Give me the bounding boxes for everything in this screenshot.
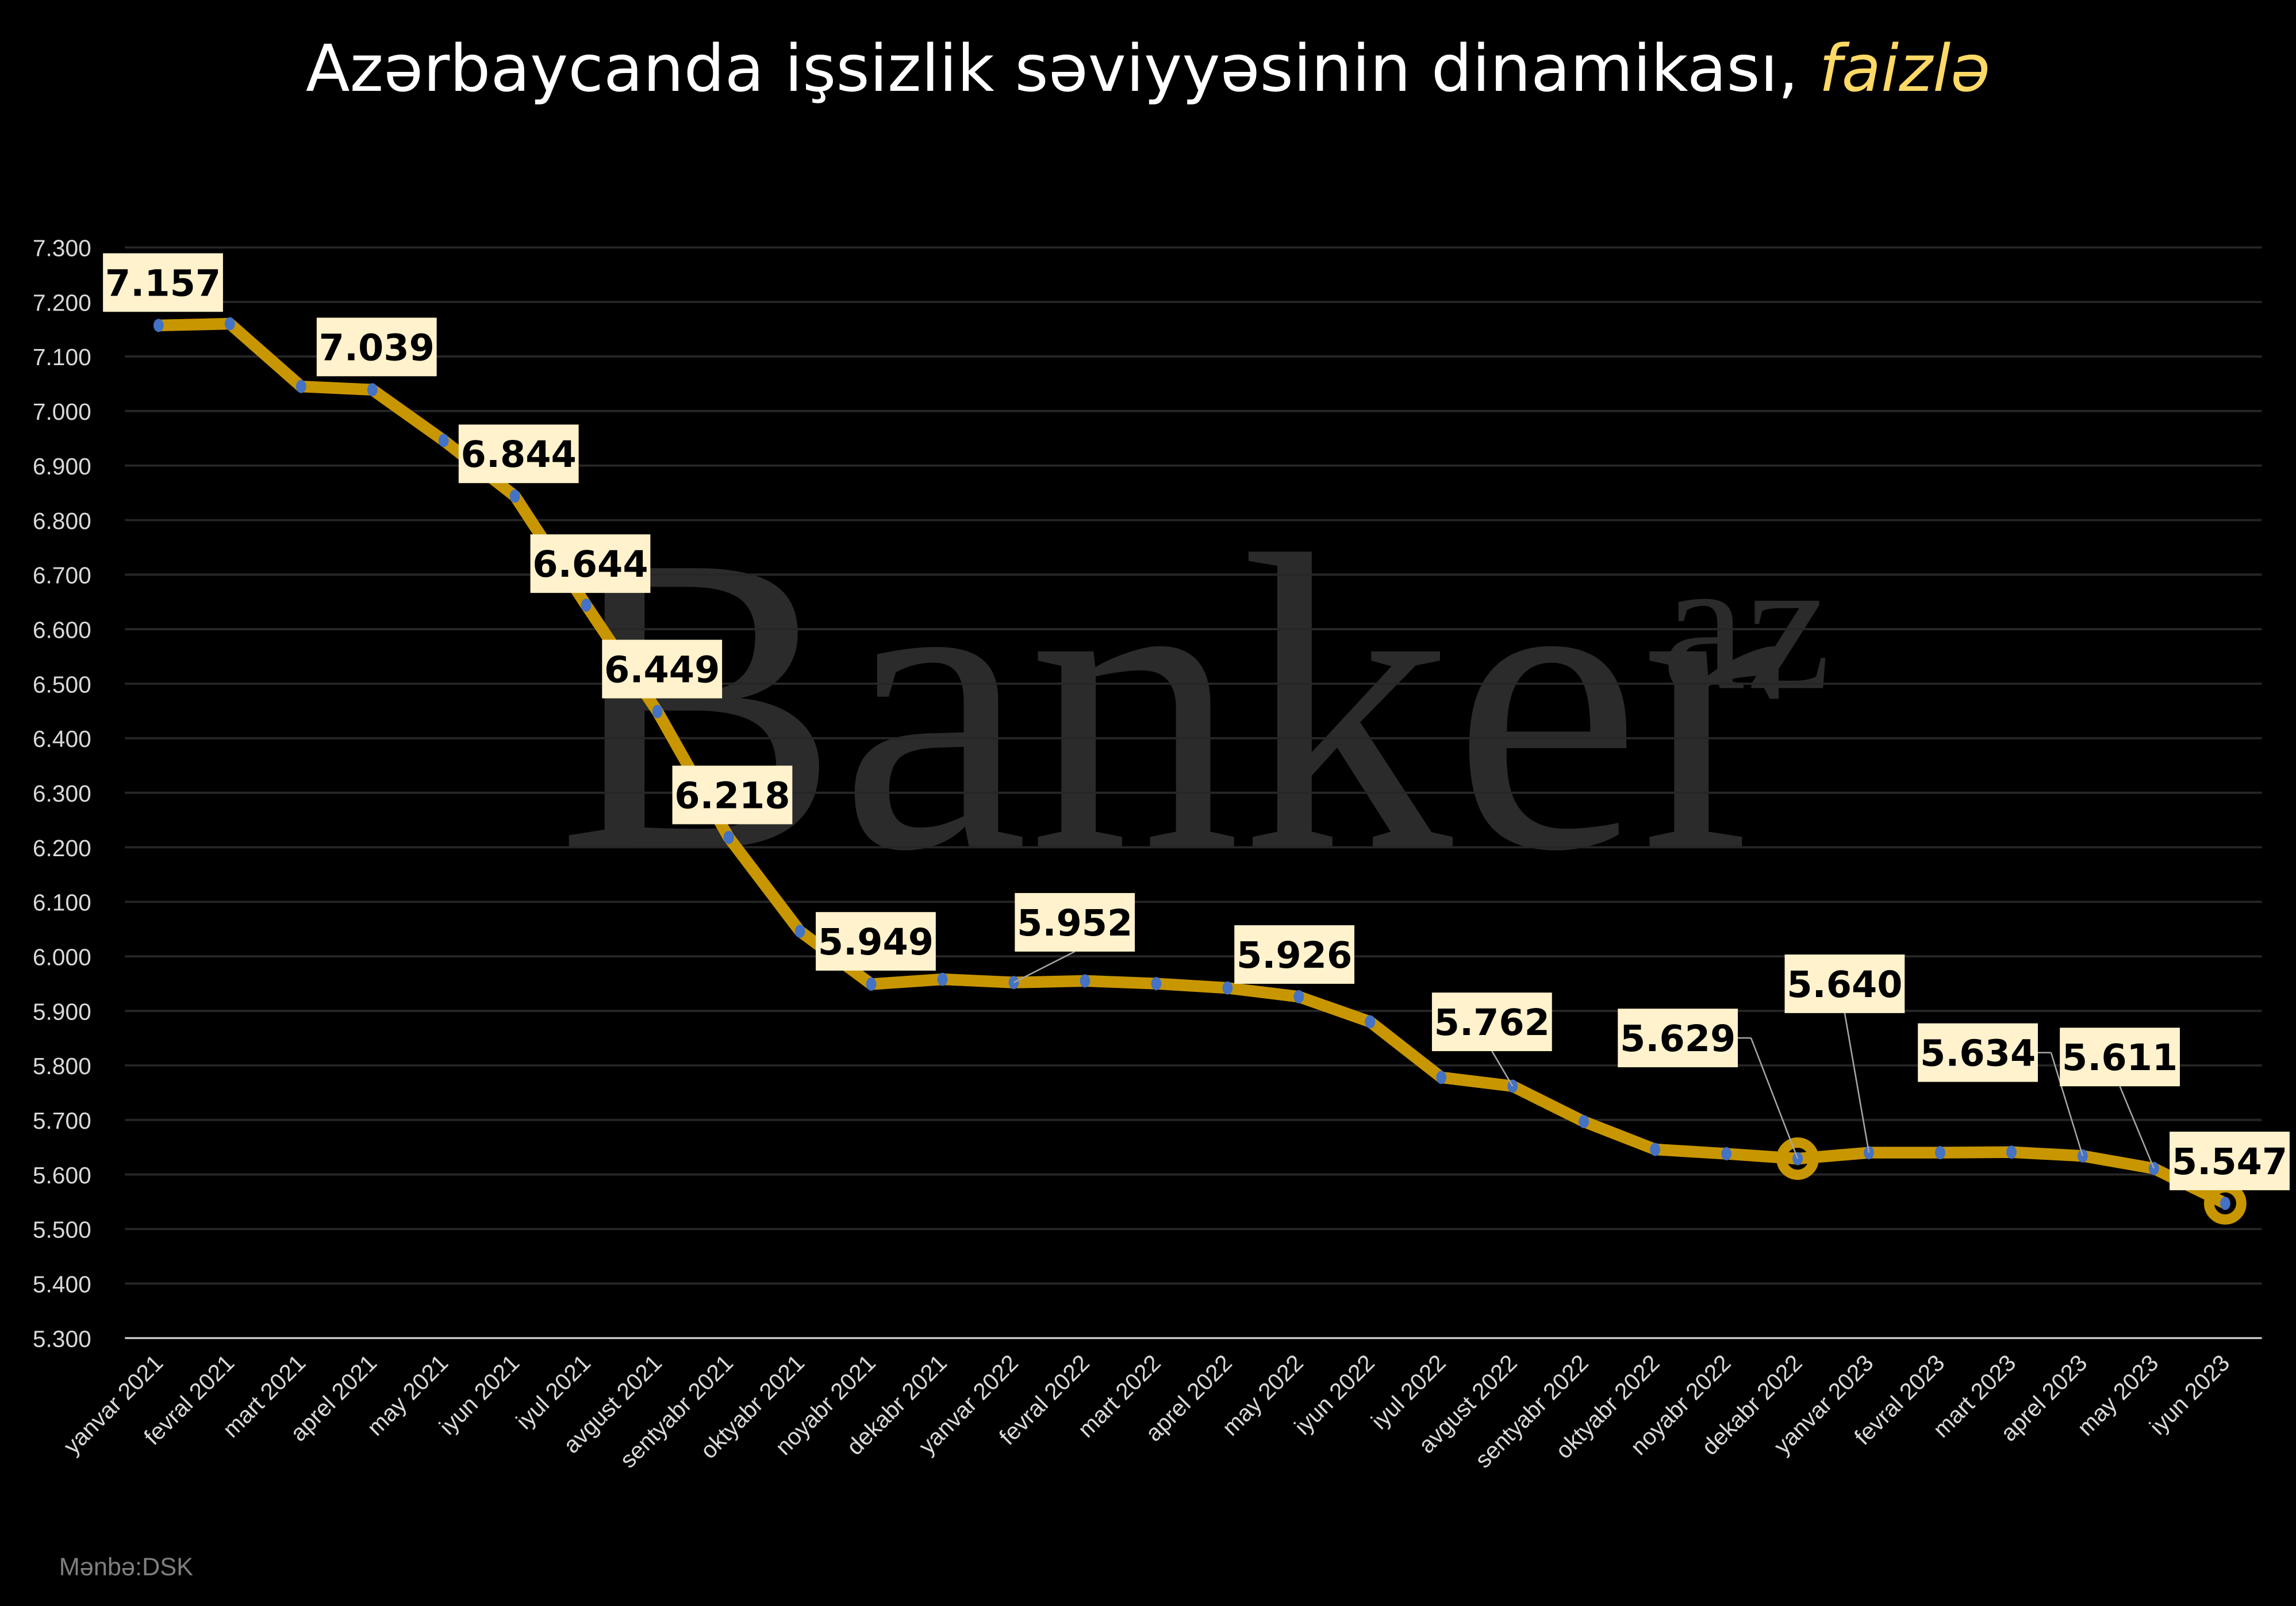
data-label-box bbox=[458, 424, 579, 484]
data-point bbox=[1151, 977, 1162, 991]
y-tick-label: 5.500 bbox=[33, 1217, 91, 1243]
chart-title-accent: faizlə bbox=[1819, 32, 1990, 106]
watermark: Banker az bbox=[556, 468, 1830, 938]
leader-line bbox=[1844, 1013, 1870, 1153]
chart-title: Azərbaycanda işsizlik səviyyəsinin dinam… bbox=[306, 32, 1990, 106]
data-label: 5.611 bbox=[2062, 1037, 2178, 1079]
data-point bbox=[295, 380, 306, 393]
y-tick-label: 6.600 bbox=[33, 616, 91, 643]
data-point bbox=[1436, 1071, 1447, 1084]
data-point bbox=[866, 978, 877, 991]
data-label-box bbox=[1618, 1009, 1738, 1068]
y-tick-label: 6.200 bbox=[33, 835, 91, 861]
data-label: 5.952 bbox=[1017, 902, 1132, 945]
data-label-box bbox=[1784, 955, 1905, 1013]
watermark-superscript: az bbox=[1662, 519, 1831, 730]
data-label: 5.762 bbox=[1434, 1002, 1550, 1044]
data-point bbox=[153, 319, 164, 332]
data-label: 5.949 bbox=[818, 921, 934, 964]
data-point bbox=[2220, 1197, 2230, 1210]
data-label: 5.634 bbox=[1920, 1033, 2036, 1075]
data-label: 5.629 bbox=[1620, 1018, 1736, 1060]
data-point bbox=[937, 972, 948, 986]
data-point bbox=[1293, 990, 1304, 1003]
data-label-box bbox=[816, 912, 936, 971]
y-tick-label: 6.800 bbox=[33, 508, 91, 534]
data-point bbox=[1650, 1143, 1661, 1156]
data-label: 5.640 bbox=[1787, 964, 1902, 1006]
data-label-box bbox=[530, 534, 651, 593]
y-tick-label: 5.700 bbox=[33, 1107, 91, 1134]
watermark-text: Banker bbox=[556, 468, 1782, 938]
data-label: 7.039 bbox=[319, 327, 435, 369]
data-label: 7.157 bbox=[105, 262, 221, 305]
leader-line bbox=[2119, 1086, 2155, 1169]
data-point bbox=[2006, 1145, 2017, 1159]
data-label-box bbox=[602, 639, 723, 699]
data-point bbox=[1080, 974, 1091, 988]
data-label-box bbox=[2170, 1132, 2290, 1190]
data-label: 6.218 bbox=[674, 775, 790, 817]
data-label-box bbox=[1431, 992, 1552, 1052]
data-point bbox=[224, 317, 235, 331]
y-tick-label: 6.500 bbox=[33, 671, 91, 697]
data-point bbox=[1579, 1115, 1589, 1129]
data-label-box bbox=[103, 253, 223, 312]
y-tick-label: 6.900 bbox=[33, 453, 91, 480]
data-point bbox=[1222, 981, 1233, 995]
data-point bbox=[367, 383, 378, 397]
data-label: 6.644 bbox=[532, 543, 648, 586]
data-point bbox=[794, 925, 805, 938]
data-label-box bbox=[2060, 1028, 2180, 1087]
data-point bbox=[1721, 1147, 1732, 1160]
y-tick-label: 5.600 bbox=[33, 1162, 91, 1189]
data-label-box bbox=[1015, 893, 1135, 952]
data-point bbox=[652, 704, 663, 718]
data-point bbox=[723, 830, 734, 844]
leader-line bbox=[1750, 1037, 1799, 1159]
y-tick-label: 6.000 bbox=[33, 944, 91, 970]
y-tick-label: 6.300 bbox=[33, 780, 91, 807]
y-tick-label: 7.300 bbox=[33, 235, 91, 262]
data-label: 6.844 bbox=[461, 434, 577, 476]
y-tick-label: 6.700 bbox=[33, 562, 91, 589]
data-label-box bbox=[672, 765, 793, 825]
data-point bbox=[581, 598, 592, 612]
leader-line bbox=[1491, 1051, 1514, 1087]
y-tick-label: 6.400 bbox=[33, 726, 91, 752]
data-label-box bbox=[1918, 1023, 2038, 1082]
y-tick-label: 7.000 bbox=[33, 398, 91, 425]
data-point bbox=[1365, 1015, 1376, 1029]
data-point bbox=[438, 434, 449, 447]
data-label: 5.926 bbox=[1237, 934, 1352, 977]
y-tick-label: 7.100 bbox=[33, 344, 91, 370]
data-point bbox=[1935, 1146, 1945, 1160]
data-label: 6.449 bbox=[604, 649, 720, 691]
y-tick-label: 5.900 bbox=[33, 998, 91, 1025]
data-label: 5.547 bbox=[2172, 1141, 2287, 1183]
leader-line bbox=[1013, 950, 1076, 983]
y-tick-label: 5.800 bbox=[33, 1053, 91, 1079]
y-tick-label: 5.400 bbox=[33, 1271, 91, 1298]
y-tick-label: 7.200 bbox=[33, 289, 91, 316]
data-label-box bbox=[1234, 925, 1354, 984]
series-line bbox=[158, 317, 2228, 1209]
y-tick-label: 5.300 bbox=[33, 1325, 91, 1352]
leader-line bbox=[2050, 1052, 2084, 1156]
data-label-box bbox=[316, 317, 437, 377]
highlight-marker bbox=[1776, 1137, 1819, 1180]
data-point bbox=[509, 489, 520, 503]
source-note: Mənbə:DSK bbox=[59, 1554, 193, 1581]
y-tick-label: 6.100 bbox=[33, 890, 91, 916]
